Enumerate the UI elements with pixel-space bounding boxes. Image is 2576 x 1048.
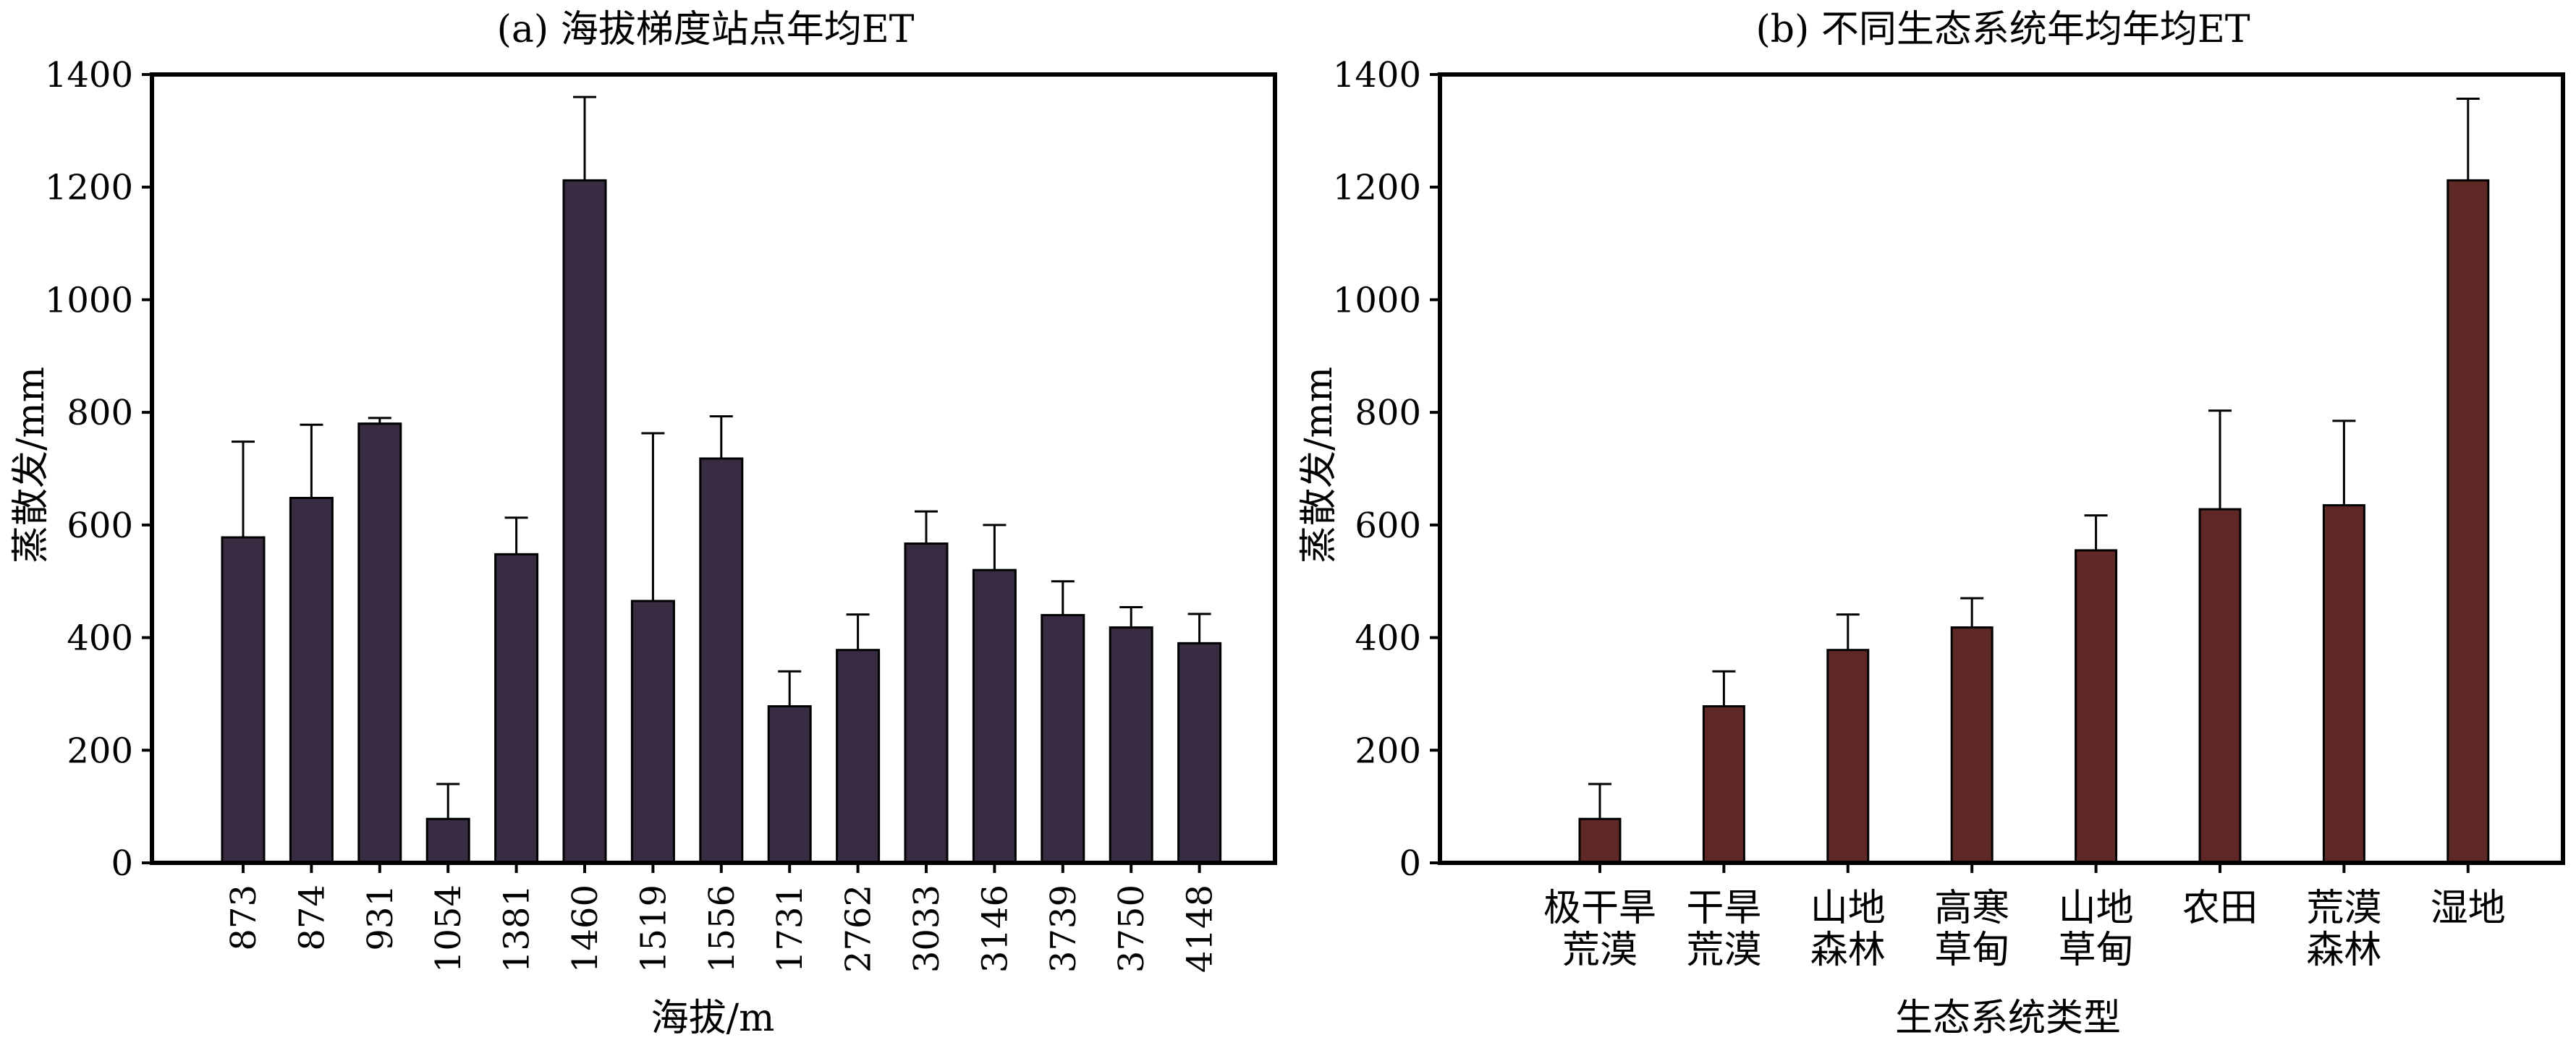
panel-b-y-tick-label: 1400 — [1333, 55, 1421, 95]
panel-a-title: (a) 海拔梯度站点年均ET — [497, 8, 915, 51]
panel-b-bar — [1578, 817, 1622, 864]
panel-a-y-tick-label: 600 — [67, 506, 133, 546]
panel-a-y-tick-label: 1000 — [45, 280, 133, 320]
panel-a-bar — [357, 422, 402, 864]
panel-a-bar — [289, 496, 334, 864]
panel-a-altitude-chart: (a) 海拔梯度站点年均ET 蒸散发/mm 海拔/m 0 200 400 600 800… — [9, 8, 1277, 1040]
panel-b-ecosystem-chart: (b) 不同生态系统年均年均ET 蒸散发/mm 生态系统类型 0 200 400 60… — [1297, 8, 2565, 1040]
panel-b-bar — [2075, 549, 2118, 864]
panel-a-x-tick-label: 874 — [292, 885, 332, 951]
panel-b-x-tick-label: 森林 — [2306, 929, 2381, 972]
panel-a-x-axis-label: 海拔/m — [651, 997, 775, 1040]
panel-a-bar — [630, 600, 675, 864]
panel-b-x-tick-label: 农田 — [2182, 887, 2258, 930]
panel-b-x-tick-label: 荒漠 — [1562, 929, 1637, 972]
panel-a-plot-area: 0 200 400 600 800 1000 1200 1400 873 874 931 1054 13… — [45, 55, 1222, 973]
panel-a-bar — [836, 649, 881, 864]
panel-b-bar — [1950, 626, 1994, 864]
panel-b-y-tick-label: 1000 — [1333, 280, 1421, 320]
panel-a-bar — [1041, 613, 1085, 864]
panel-b-x-tick-label: 极干旱 — [1543, 887, 1656, 930]
panel-a-y-tick-label: 1200 — [45, 168, 133, 208]
panel-a-x-tick-label: 1460 — [565, 885, 606, 973]
panel-a-bar — [699, 457, 744, 864]
panel-a-bar — [1109, 626, 1153, 864]
panel-a-x-tick-label: 3146 — [975, 885, 1015, 973]
panel-a-y-tick-label: 0 — [111, 843, 133, 884]
panel-b-bar — [2446, 179, 2490, 864]
panel-a-bar — [221, 536, 266, 864]
panel-b-bar — [2198, 508, 2242, 864]
panel-b-bar — [1702, 705, 1745, 864]
panel-b-x-tick-label: 干旱 — [1686, 887, 1761, 930]
panel-a-x-tick-label: 1054 — [428, 885, 469, 973]
panel-a-bar — [494, 553, 539, 864]
panel-a-x-tick-label: 931 — [360, 885, 401, 951]
panel-b-x-tick-label: 荒漠 — [2306, 887, 2381, 930]
panel-b-y-tick-label: 400 — [1355, 618, 1421, 659]
panel-b-x-tick-label: 荒漠 — [1686, 929, 1761, 972]
panel-b-plot-area: 0200400600800100012001400极干旱荒漠干旱荒漠山地森林高寒… — [1333, 55, 2506, 972]
panel-a-x-tick-label: 1519 — [633, 885, 674, 973]
panel-a-x-tick-label: 1381 — [497, 885, 538, 973]
panel-b-x-axis-label: 生态系统类型 — [1895, 997, 2121, 1040]
panel-a-bar — [425, 817, 470, 864]
panel-a-bar — [1177, 642, 1222, 864]
panel-a-x-tick-label: 3750 — [1111, 885, 1152, 973]
panel-a-x-tick-label: 2762 — [839, 885, 879, 973]
panel-a-x-tick-label: 873 — [224, 885, 264, 951]
panel-a-bar — [562, 179, 607, 864]
panel-a-x-tick-label: 3739 — [1043, 885, 1084, 973]
panel-a-y-tick-label: 1400 — [45, 55, 133, 95]
panel-b-frame — [1438, 72, 2565, 865]
panel-b-x-tick-label: 山地 — [2059, 887, 2134, 930]
panel-a-x-tick-label: 1731 — [770, 885, 810, 973]
panel-b-title: (b) 不同生态系统年均年均ET — [1755, 8, 2250, 51]
panel-b-x-tick-label: 湿地 — [2431, 887, 2506, 930]
panel-b-bar — [2322, 504, 2365, 864]
panel-b-x-tick-label: 山地 — [1810, 887, 1886, 930]
panel-a-x-tick-label: 1556 — [702, 885, 742, 973]
panel-a-y-axis-label: 蒸散发/mm — [9, 367, 53, 563]
panel-b-y-tick-label: 600 — [1355, 506, 1421, 546]
panel-b-y-tick-label: 1200 — [1333, 168, 1421, 208]
panel-b-y-tick-label: 0 — [1399, 843, 1421, 884]
panel-b-x-tick-label: 高寒 — [1934, 887, 2009, 930]
panel-a-y-tick-label: 200 — [67, 730, 133, 771]
panel-b-y-axis-label: 蒸散发/mm — [1297, 367, 1341, 563]
panel-b-x-tick-label: 草甸 — [2059, 929, 2134, 972]
panel-b-bar — [1826, 649, 1870, 864]
panel-a-x-tick-label: 4148 — [1180, 885, 1221, 973]
panel-b-y-tick-label: 800 — [1355, 393, 1421, 433]
panel-a-y-tick-label: 400 — [67, 618, 133, 659]
panel-b-y-tick-label: 200 — [1355, 730, 1421, 771]
panel-b-x-tick-label: 森林 — [1810, 929, 1886, 972]
panel-a-y-tick-label: 800 — [67, 393, 133, 433]
panel-b-x-tick-label: 草甸 — [1934, 929, 2009, 972]
panel-a-frame — [150, 72, 1277, 865]
panel-a-bar — [972, 568, 1017, 864]
panel-a-x-tick-label: 3033 — [907, 885, 947, 973]
panel-a-bar — [767, 705, 812, 864]
panel-a-bar — [904, 542, 949, 864]
